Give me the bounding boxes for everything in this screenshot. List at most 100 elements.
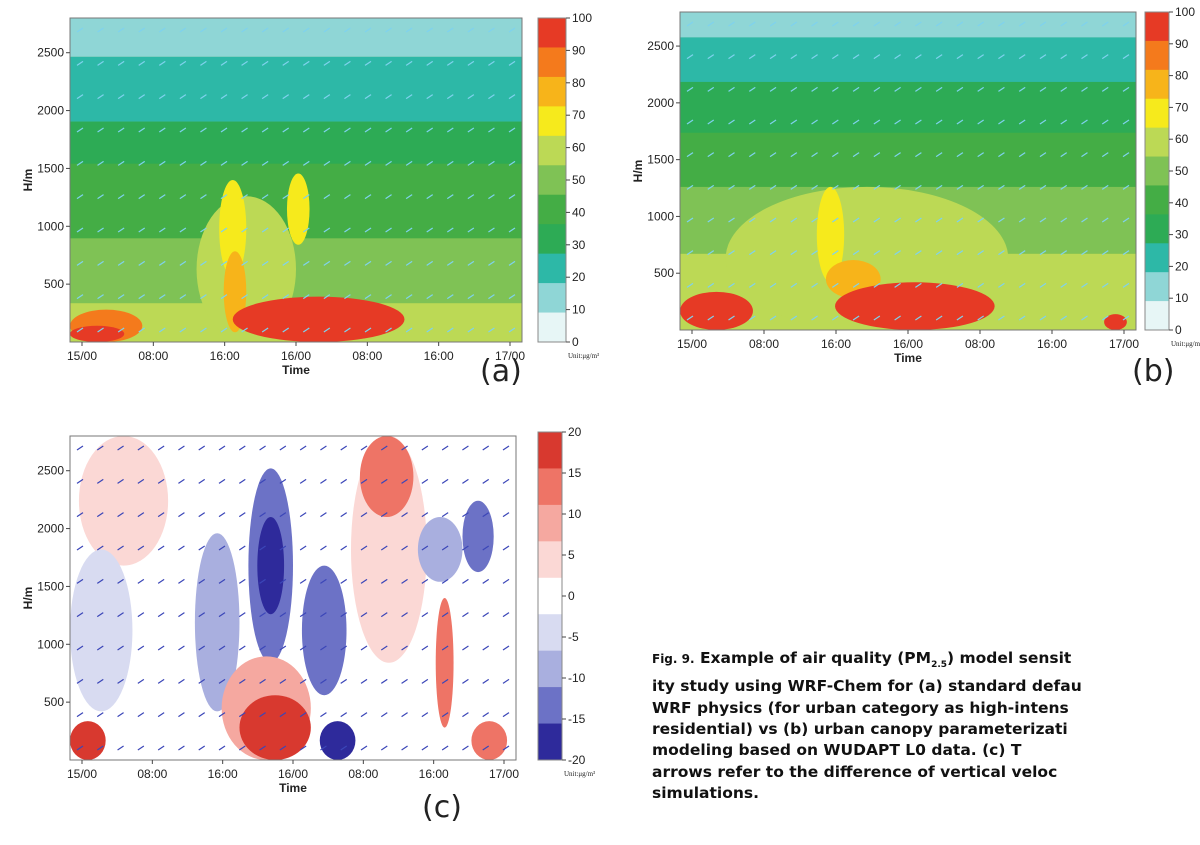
wind-arrow (769, 54, 777, 60)
wind-arrow (238, 445, 246, 451)
wind-arrow (220, 294, 228, 300)
wind-arrow (1081, 21, 1088, 27)
wind-arrow (117, 745, 124, 751)
wind-arrow (707, 250, 715, 256)
wind-arrow (157, 712, 165, 718)
wind-arrow (998, 54, 1005, 60)
wind-arrow (482, 512, 490, 518)
wind-arrow (769, 119, 777, 125)
y-tick-label: 500 (44, 695, 64, 709)
wind-arrow (360, 545, 368, 551)
wind-arrow (998, 315, 1005, 321)
wind-arrow (364, 260, 372, 266)
wind-arrow (117, 194, 125, 200)
wind-arrow (482, 578, 490, 584)
wind-arrow (178, 578, 185, 584)
wind-arrow (462, 745, 469, 751)
wind-arrow (138, 27, 146, 33)
wind-arrow (117, 127, 125, 133)
wind-arrow (1081, 250, 1088, 256)
wind-arrow (279, 512, 287, 518)
wind-arrow (241, 27, 248, 33)
wind-arrow (241, 160, 248, 166)
wind-arrow (282, 94, 290, 100)
wind-arrow (96, 445, 104, 451)
wind-arrow (261, 227, 269, 233)
wind-arrow (502, 745, 510, 751)
y-tick-label: 500 (44, 277, 64, 291)
wind-arrow (385, 227, 392, 233)
wind-arrow (873, 184, 881, 190)
colorbar-segment (1145, 40, 1169, 71)
wind-arrow (467, 94, 475, 100)
wind-arrow (894, 21, 901, 27)
wind-arrow (178, 445, 185, 451)
wind-arrow (218, 712, 226, 718)
wind-arrow (421, 512, 429, 518)
wind-arrow (282, 160, 290, 166)
x-tick-label: 08:00 (352, 349, 382, 363)
wind-arrow (200, 194, 207, 200)
wind-arrow (790, 282, 798, 288)
wind-arrow (707, 315, 715, 321)
wind-arrow (200, 94, 207, 100)
field-region (471, 721, 508, 760)
wind-arrow (198, 478, 206, 484)
wind-arrow (76, 294, 84, 300)
colorbar-segment (538, 194, 566, 225)
wind-arrow (467, 60, 475, 66)
wind-arrow (299, 645, 307, 651)
wind-arrow (259, 512, 266, 518)
wind-arrow (137, 678, 145, 684)
wind-arrow (323, 127, 331, 133)
colorbar-tick-label: 30 (1175, 228, 1189, 242)
wind-arrow (97, 160, 104, 166)
wind-arrow (707, 184, 715, 190)
wind-arrow (1101, 86, 1109, 92)
wind-arrow (446, 94, 454, 100)
wind-arrow (200, 27, 207, 33)
wind-arrow (279, 612, 287, 618)
wind-arrow (467, 127, 475, 133)
wind-arrow (218, 678, 226, 684)
colorbar-segment (538, 18, 566, 48)
wind-arrow (1101, 54, 1109, 60)
x-tick-label: 15/00 (677, 337, 707, 351)
wind-arrow (380, 612, 388, 618)
wind-arrow (1039, 21, 1047, 27)
wind-arrow (97, 194, 104, 200)
wind-arrow (158, 160, 166, 166)
colorbar-segment (1145, 243, 1169, 273)
wind-arrow (261, 60, 269, 66)
wind-arrow (302, 60, 310, 66)
wind-arrow (977, 152, 984, 158)
wind-arrow (467, 327, 475, 333)
wind-arrow (302, 227, 310, 233)
wind-arrow (360, 745, 368, 751)
wind-arrow (259, 678, 266, 684)
wind-arrow (241, 227, 248, 233)
wind-arrow (241, 260, 248, 266)
wind-arrow (482, 478, 490, 484)
wind-arrow (1122, 250, 1130, 256)
wind-arrow (220, 94, 228, 100)
wind-arrow (299, 445, 307, 451)
wind-arrow (364, 60, 372, 66)
wind-arrow (728, 86, 735, 92)
caption-line-1: Fig. 9. Example of air quality (PM2.5) m… (652, 648, 1200, 676)
wind-arrow (157, 578, 165, 584)
wind-arrow (261, 27, 269, 33)
wind-arrow (158, 260, 166, 266)
wind-arrow (482, 545, 490, 551)
wind-arrow (259, 545, 266, 551)
wind-arrow (769, 86, 777, 92)
wind-arrow (323, 194, 331, 200)
wind-arrow (320, 512, 327, 518)
wind-arrow (488, 327, 495, 333)
wind-arrow (1060, 282, 1068, 288)
wind-arrow (426, 260, 434, 266)
wind-arrow (238, 478, 246, 484)
wind-arrow (467, 260, 475, 266)
wind-arrow (728, 21, 735, 27)
wind-arrow (482, 645, 490, 651)
